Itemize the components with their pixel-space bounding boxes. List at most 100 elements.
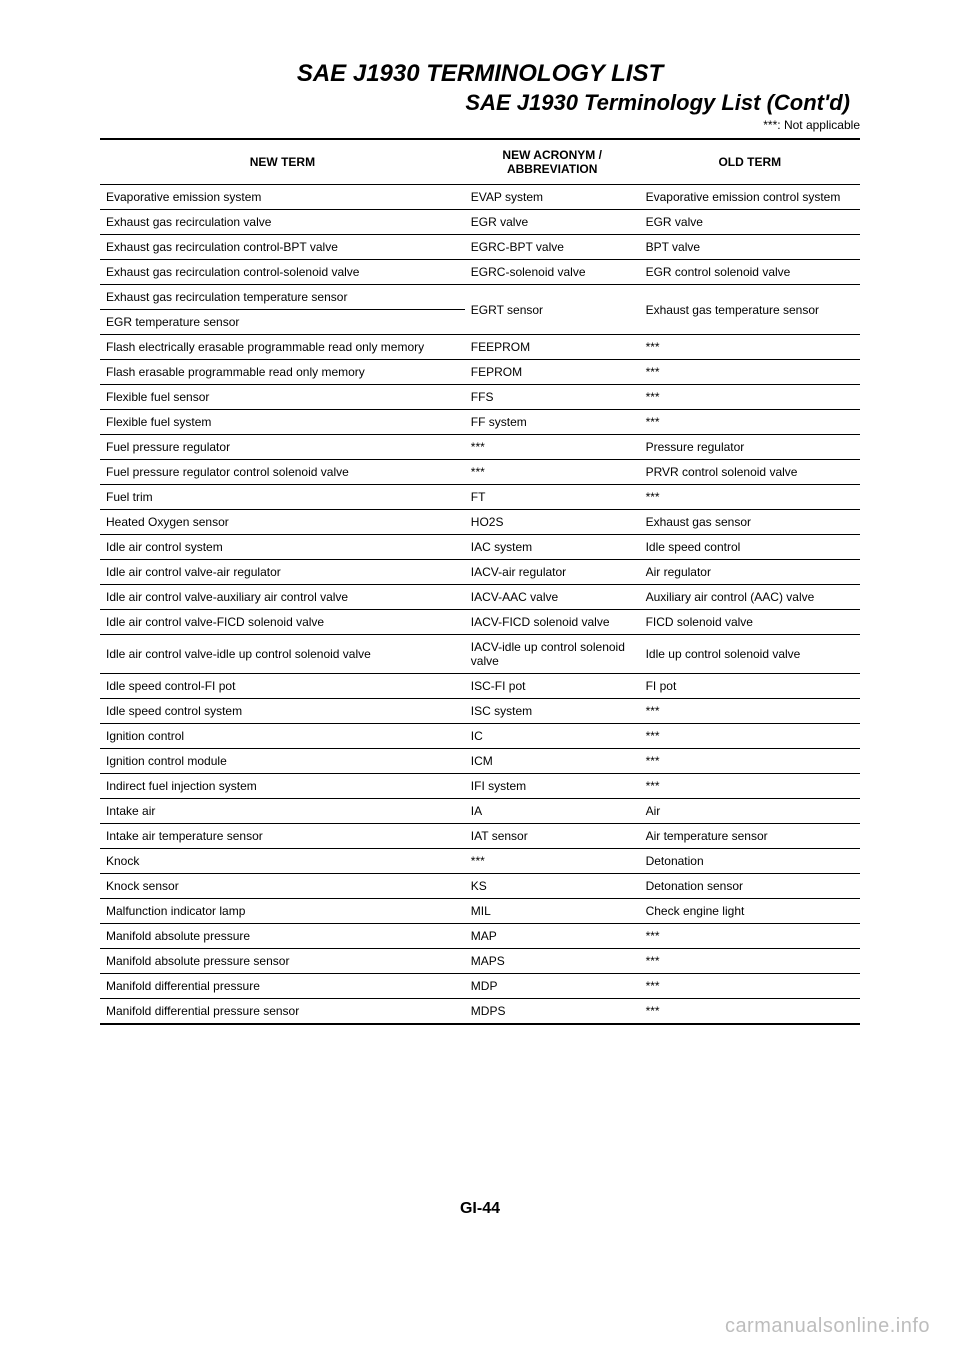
table-row: Intake airIAAir: [100, 799, 860, 824]
table-row: Manifold absolute pressureMAP***: [100, 924, 860, 949]
cell-acronym: ICM: [465, 749, 640, 774]
cell-acronym: EGRT sensor: [465, 285, 640, 335]
cell-old-term: ***: [640, 699, 860, 724]
table-row: Knock***Detonation: [100, 849, 860, 874]
cell-old-term: Auxiliary air control (AAC) valve: [640, 585, 860, 610]
cell-new-term: Intake air: [100, 799, 465, 824]
cell-new-term: Idle speed control system: [100, 699, 465, 724]
table-row: Intake air temperature sensorIAT sensorA…: [100, 824, 860, 849]
table-row: Indirect fuel injection systemIFI system…: [100, 774, 860, 799]
cell-acronym: HO2S: [465, 510, 640, 535]
cell-old-term: Idle speed control: [640, 535, 860, 560]
cell-acronym: IAT sensor: [465, 824, 640, 849]
table-row: Idle air control valve-FICD solenoid val…: [100, 610, 860, 635]
cell-old-term: ***: [640, 974, 860, 999]
cell-acronym: MAP: [465, 924, 640, 949]
cell-new-term: Manifold absolute pressure: [100, 924, 465, 949]
col-header-old-term: OLD TERM: [640, 139, 860, 185]
cell-new-term: Exhaust gas recirculation control-BPT va…: [100, 235, 465, 260]
table-row: Flexible fuel sensorFFS***: [100, 385, 860, 410]
cell-new-term: Heated Oxygen sensor: [100, 510, 465, 535]
cell-old-term: ***: [640, 949, 860, 974]
cell-old-term: FICD solenoid valve: [640, 610, 860, 635]
cell-acronym: IFI system: [465, 774, 640, 799]
table-row: Idle air control valve-air regulatorIACV…: [100, 560, 860, 585]
cell-new-term: Ignition control: [100, 724, 465, 749]
cell-acronym: MIL: [465, 899, 640, 924]
table-row: Idle speed control systemISC system***: [100, 699, 860, 724]
cell-new-term: EGR temperature sensor: [100, 310, 465, 335]
cell-old-term: ***: [640, 724, 860, 749]
cell-old-term: EGR valve: [640, 210, 860, 235]
cell-new-term: Exhaust gas recirculation temperature se…: [100, 285, 465, 310]
table-row: Idle speed control-FI potISC-FI potFI po…: [100, 674, 860, 699]
table-row: Flexible fuel systemFF system***: [100, 410, 860, 435]
cell-new-term: Idle speed control-FI pot: [100, 674, 465, 699]
table-row: Malfunction indicator lampMILCheck engin…: [100, 899, 860, 924]
table-row: Ignition control moduleICM***: [100, 749, 860, 774]
cell-acronym: MAPS: [465, 949, 640, 974]
cell-new-term: Indirect fuel injection system: [100, 774, 465, 799]
table-row: Fuel pressure regulator control solenoid…: [100, 460, 860, 485]
cell-acronym: FEEPROM: [465, 335, 640, 360]
table-row: Exhaust gas recirculation control-BPT va…: [100, 235, 860, 260]
table-row: Knock sensorKSDetonation sensor: [100, 874, 860, 899]
cell-acronym: IC: [465, 724, 640, 749]
cell-old-term: Exhaust gas sensor: [640, 510, 860, 535]
cell-old-term: Air regulator: [640, 560, 860, 585]
cell-old-term: Pressure regulator: [640, 435, 860, 460]
col-header-new-term: NEW TERM: [100, 139, 465, 185]
cell-old-term: ***: [640, 385, 860, 410]
cell-old-term: ***: [640, 749, 860, 774]
cell-acronym: IACV-FICD solenoid valve: [465, 610, 640, 635]
cell-new-term: Exhaust gas recirculation valve: [100, 210, 465, 235]
cell-acronym: IA: [465, 799, 640, 824]
table-row: Evaporative emission systemEVAP systemEv…: [100, 185, 860, 210]
table-row: Exhaust gas recirculation valveEGR valve…: [100, 210, 860, 235]
cell-new-term: Idle air control system: [100, 535, 465, 560]
cell-old-term: ***: [640, 485, 860, 510]
cell-new-term: Evaporative emission system: [100, 185, 465, 210]
cell-old-term: Detonation: [640, 849, 860, 874]
table-row: Manifold differential pressure sensorMDP…: [100, 999, 860, 1025]
table-row: Flash erasable programmable read only me…: [100, 360, 860, 385]
table-row: Idle air control valve-idle up control s…: [100, 635, 860, 674]
table-row: Ignition controlIC***: [100, 724, 860, 749]
cell-new-term: Ignition control module: [100, 749, 465, 774]
table-row: Exhaust gas recirculation temperature se…: [100, 285, 860, 310]
cell-old-term: ***: [640, 410, 860, 435]
cell-acronym: EGR valve: [465, 210, 640, 235]
cell-new-term: Knock: [100, 849, 465, 874]
table-row: Fuel trimFT***: [100, 485, 860, 510]
cell-new-term: Fuel pressure regulator control solenoid…: [100, 460, 465, 485]
table-row: Heated Oxygen sensorHO2SExhaust gas sens…: [100, 510, 860, 535]
cell-acronym: FEPROM: [465, 360, 640, 385]
col-header-acronym: NEW ACRONYM / ABBREVIATION: [465, 139, 640, 185]
cell-new-term: Flash erasable programmable read only me…: [100, 360, 465, 385]
cell-old-term: ***: [640, 999, 860, 1025]
cell-old-term: FI pot: [640, 674, 860, 699]
cell-acronym: EGRC-BPT valve: [465, 235, 640, 260]
cell-acronym: IACV-AAC valve: [465, 585, 640, 610]
table-row: Manifold absolute pressure sensorMAPS***: [100, 949, 860, 974]
cell-acronym: IAC system: [465, 535, 640, 560]
cell-new-term: Manifold differential pressure sensor: [100, 999, 465, 1025]
cell-new-term: Idle air control valve-air regulator: [100, 560, 465, 585]
cell-old-term: Evaporative emission control system: [640, 185, 860, 210]
cell-new-term: Intake air temperature sensor: [100, 824, 465, 849]
cell-acronym: FFS: [465, 385, 640, 410]
cell-new-term: Flash electrically erasable programmable…: [100, 335, 465, 360]
cell-acronym: ***: [465, 460, 640, 485]
cell-acronym: IACV-idle up control solenoid valve: [465, 635, 640, 674]
cell-old-term: ***: [640, 335, 860, 360]
cell-new-term: Manifold absolute pressure sensor: [100, 949, 465, 974]
cell-old-term: Exhaust gas temperature sensor: [640, 285, 860, 335]
cell-acronym: EVAP system: [465, 185, 640, 210]
cell-new-term: Malfunction indicator lamp: [100, 899, 465, 924]
cell-acronym: ***: [465, 849, 640, 874]
cell-new-term: Manifold differential pressure: [100, 974, 465, 999]
cell-acronym: IACV-air regulator: [465, 560, 640, 585]
cell-new-term: Idle air control valve-idle up control s…: [100, 635, 465, 674]
table-row: Manifold differential pressureMDP***: [100, 974, 860, 999]
table-row: Fuel pressure regulator***Pressure regul…: [100, 435, 860, 460]
